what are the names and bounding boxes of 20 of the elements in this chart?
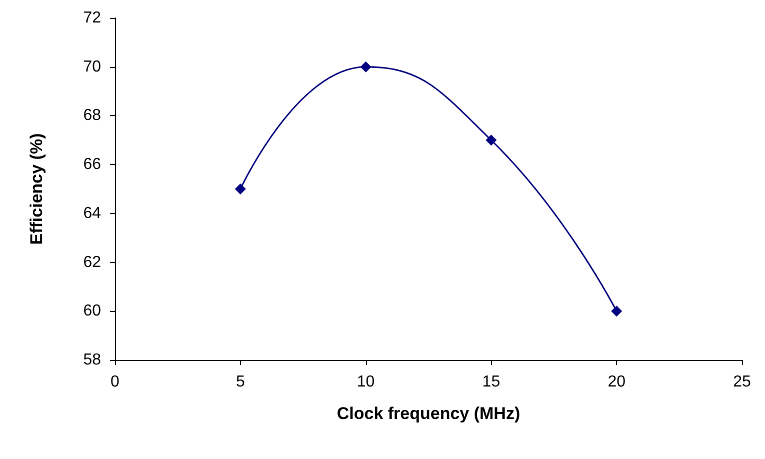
y-tick-label: 66 (83, 156, 102, 174)
y-tick-label: 62 (83, 254, 102, 271)
x-axis-title: Clock frequency (MHz) (336, 404, 520, 423)
point (234, 184, 246, 194)
x-tick-label: 0 (110, 374, 120, 390)
x-tick-label: 5 (236, 374, 245, 390)
y-tick-label: 60 (83, 302, 102, 320)
point (611, 306, 622, 317)
x-tick-label: 15 (482, 374, 500, 390)
y-tick-label: 72 (83, 10, 102, 26)
x-tick-label: 10 (356, 374, 375, 390)
x-tick-label: 20 (608, 374, 626, 390)
x-tick-label: 25 (733, 374, 751, 390)
y-tick-label: 58 (83, 352, 102, 368)
y-axis-title: Efficiency (%) (27, 133, 46, 245)
point (486, 134, 497, 146)
point (360, 61, 372, 72)
y-tick-label: 70 (83, 58, 102, 76)
y-tick-label: 68 (83, 107, 102, 124)
y-tick-label: 64 (83, 204, 102, 222)
